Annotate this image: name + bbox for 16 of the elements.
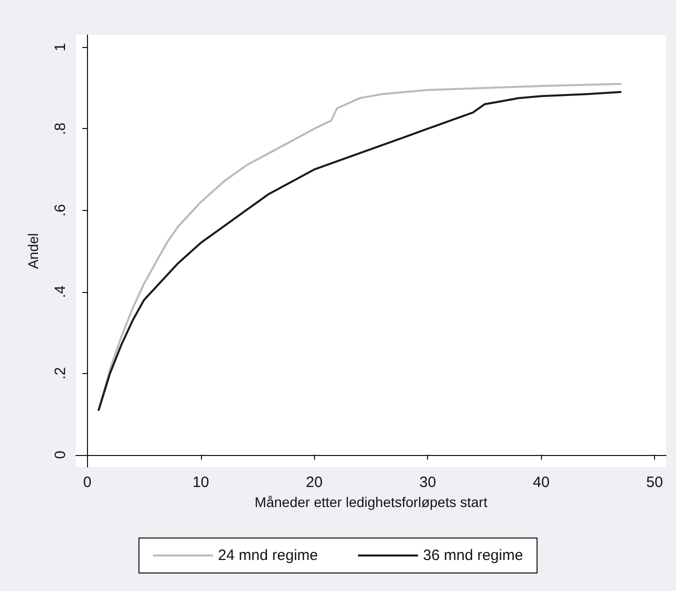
x-tick-label: 30 bbox=[419, 474, 436, 491]
x-tick-label: 40 bbox=[532, 474, 550, 491]
legend-label: 24 mnd regime bbox=[218, 547, 318, 564]
x-tick-label: 0 bbox=[83, 474, 92, 491]
x-tick-label: 10 bbox=[192, 474, 210, 491]
y-tick-label: 1 bbox=[52, 43, 69, 52]
x-tick-label: 50 bbox=[646, 474, 663, 491]
y-tick-label: .4 bbox=[52, 285, 69, 298]
y-tick-label: .2 bbox=[52, 367, 69, 380]
x-axis-title: Måneder etter ledighetsforløpets start bbox=[254, 494, 488, 510]
legend-label: 36 mnd regime bbox=[423, 547, 524, 564]
y-tick-label: .6 bbox=[52, 204, 69, 217]
x-tick-label: 20 bbox=[306, 474, 323, 491]
y-tick-label: .8 bbox=[52, 122, 69, 135]
y-tick-label: 0 bbox=[52, 450, 69, 459]
y-axis-title: Andel bbox=[25, 233, 41, 269]
